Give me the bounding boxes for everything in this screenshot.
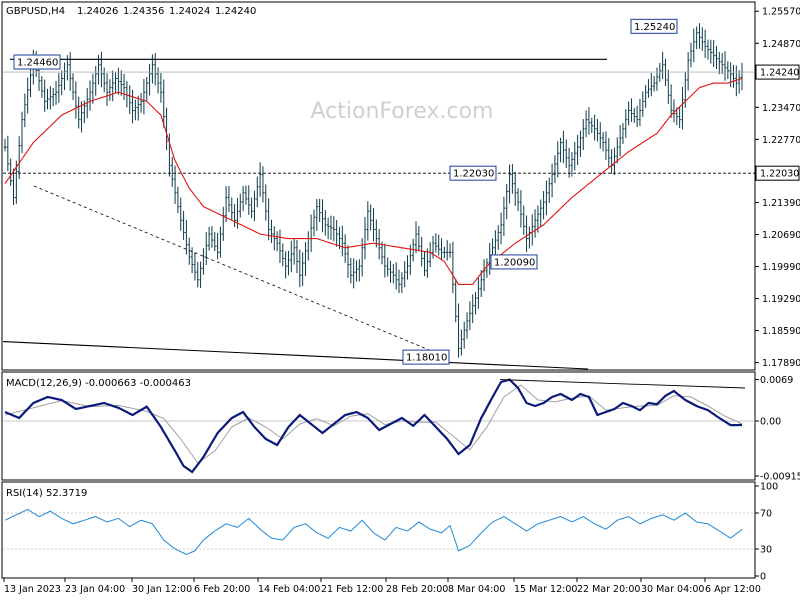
support-level-label-box	[755, 165, 800, 181]
annotation-box	[13, 54, 61, 70]
time-axis: 13 Jan 2023 23 Jan 04:00 30 Jan 12:00 6 Feb…	[3, 578, 761, 595]
price-axis-tick-label: 1.21390	[762, 198, 800, 209]
falling-dashed-trendline	[33, 185, 443, 356]
current-price-label-box	[755, 64, 800, 80]
price-axis-tick-label: 1.19290	[762, 294, 800, 305]
price-bars	[3, 23, 744, 358]
rsi-axis: 100 70 30 0	[755, 482, 778, 583]
macd-signal-line	[4, 384, 743, 464]
macd-axis-tick-label: -0.009158	[760, 471, 800, 482]
annotation-box	[449, 165, 497, 181]
macd-axis-tick-label: 0.0069	[760, 375, 793, 386]
price-axis-tick-label: 1.25570	[762, 7, 800, 18]
annotation-label: 1.24460	[17, 58, 58, 69]
rsi-axis-tick-label: 30	[760, 545, 772, 556]
annotation-box	[630, 18, 678, 34]
time-axis-tick-label: 14 Feb 04:00	[258, 584, 320, 595]
annotation-label: 1.25240	[634, 22, 675, 33]
macd-trendline	[499, 379, 746, 389]
moving-average-line	[4, 77, 743, 285]
rsi-lines	[3, 508, 755, 555]
support-level-label: 1.22030	[760, 169, 799, 180]
time-axis-tick-label: 28 Feb 20:00	[386, 584, 448, 595]
macd-title: MACD(12,26,9) -0.000663 -0.000463	[6, 378, 191, 389]
price-axis-tick-label: 1.19990	[762, 262, 800, 273]
time-axis-tick-label: 21 Feb 12:00	[321, 584, 383, 595]
chart-title: GBPUSD,H4	[6, 6, 65, 17]
macd-line	[4, 378, 742, 474]
macd-lines	[3, 378, 755, 474]
price-panel-frame	[1, 1, 756, 371]
rsi-title: RSI(14) 52.3719	[6, 488, 87, 499]
price-axis-tick-label: 1.18590	[762, 326, 800, 337]
time-axis-tick-label: 30 Mar 04:00	[641, 584, 704, 595]
ohlc-open: 1.24026	[77, 6, 118, 17]
rsi-panel: RSI(14) 52.3719 100 70 30 0	[1, 481, 778, 583]
annotation-label: 1.18010	[406, 353, 447, 364]
ohlc-high: 1.24356	[123, 6, 164, 17]
lower-trendline	[2, 341, 589, 370]
time-axis-tick-label: 15 Mar 12:00	[514, 584, 577, 595]
time-axis-tick-label: 22 Mar 20:00	[577, 584, 640, 595]
rsi-axis-tick-label: 100	[760, 482, 778, 493]
rsi-panel-frame	[1, 481, 756, 579]
price-axis-tick-label: 1.24870	[762, 39, 800, 50]
ohlc-low: 1.24024	[169, 6, 210, 17]
price-overlay: 1.24460 1.25240 1.22030 1.20090 1.18010	[2, 18, 755, 370]
annotation-label: 1.20090	[494, 257, 535, 268]
time-axis-tick-label: 13 Jan 2023	[4, 584, 61, 595]
price-axis-tick-label: 1.20690	[762, 230, 800, 241]
annotation-label: 1.22030	[453, 169, 494, 180]
price-panel: ActionForex.com GBPUSD,H4 1.24026 1.2435…	[1, 1, 800, 371]
annotation-box	[490, 254, 538, 270]
time-axis-tick-label: 30 Jan 12:00	[132, 584, 192, 595]
time-axis-tick-label: 6 Apr 12:00	[705, 584, 761, 595]
price-axis: 1.25570 1.24870 1.23470 1.22770 1.21390 1.206…	[755, 7, 800, 369]
ohlc-close: 1.24240	[215, 6, 256, 17]
watermark: ActionForex.com	[311, 99, 494, 124]
rsi-axis-tick-label: 70	[760, 509, 772, 520]
time-axis-tick-label: 23 Jan 04:00	[65, 584, 125, 595]
macd-axis-tick-label: 0.00	[760, 417, 781, 428]
annotation-box	[402, 349, 450, 365]
rsi-axis-tick-label: 0	[760, 572, 766, 583]
price-axis-tick-label: 1.23470	[762, 103, 800, 114]
time-axis-tick-label: 8 Mar 04:00	[448, 584, 505, 595]
macd-axis: 0.0069 0.00 -0.009158	[755, 375, 800, 482]
time-axis-tick-label: 6 Feb 20:00	[194, 584, 250, 595]
rsi-line	[4, 508, 743, 555]
price-axis-tick-label: 1.22770	[762, 135, 800, 146]
current-price-label: 1.24240	[760, 68, 799, 79]
macd-panel: MACD(12,26,9) -0.000663 -0.000463 0.0069…	[1, 371, 800, 482]
price-axis-tick-label: 1.17890	[762, 358, 800, 369]
macd-panel-frame	[1, 371, 756, 481]
